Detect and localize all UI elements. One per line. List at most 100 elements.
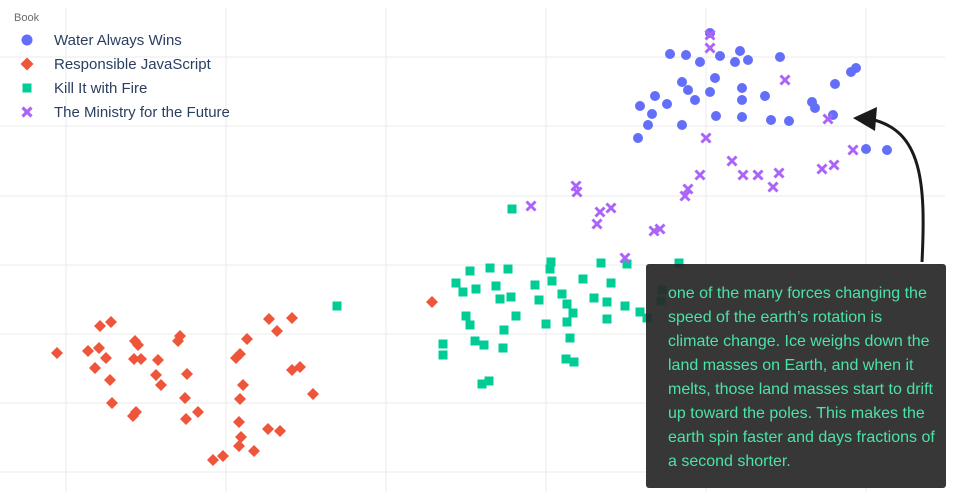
data-point[interactable] — [180, 413, 192, 425]
data-point[interactable] — [635, 307, 645, 317]
data-point[interactable] — [132, 339, 144, 351]
data-point[interactable] — [682, 183, 694, 195]
data-point[interactable] — [677, 120, 687, 130]
data-point[interactable] — [51, 347, 63, 359]
data-point[interactable] — [705, 87, 715, 97]
data-point[interactable] — [233, 416, 245, 428]
data-point[interactable] — [596, 258, 606, 268]
data-point[interactable] — [461, 311, 471, 321]
data-point[interactable] — [547, 276, 557, 286]
data-point[interactable] — [561, 354, 571, 364]
data-point[interactable] — [248, 445, 260, 457]
data-point[interactable] — [822, 113, 834, 125]
data-point[interactable] — [662, 99, 672, 109]
data-point[interactable] — [534, 295, 544, 305]
data-point[interactable] — [605, 202, 617, 214]
data-point[interactable] — [262, 423, 274, 435]
data-point[interactable] — [828, 159, 840, 171]
data-point[interactable] — [485, 263, 495, 273]
data-point[interactable] — [851, 63, 861, 73]
data-point[interactable] — [426, 296, 438, 308]
legend-item-water-always-wins[interactable]: Water Always Wins — [14, 28, 230, 52]
data-point[interactable] — [679, 190, 691, 202]
data-point[interactable] — [775, 52, 785, 62]
data-point[interactable] — [451, 278, 461, 288]
data-point[interactable] — [150, 369, 162, 381]
data-point[interactable] — [650, 91, 660, 101]
data-point[interactable] — [484, 376, 494, 386]
data-point[interactable] — [286, 364, 298, 376]
data-point[interactable] — [525, 200, 537, 212]
data-point[interactable] — [503, 264, 513, 274]
data-point[interactable] — [507, 204, 517, 214]
data-point[interactable] — [106, 397, 118, 409]
data-point[interactable] — [635, 101, 645, 111]
data-point[interactable] — [100, 352, 112, 364]
data-point[interactable] — [681, 50, 691, 60]
data-point[interactable] — [128, 353, 140, 365]
data-point[interactable] — [704, 29, 716, 41]
data-point[interactable] — [743, 55, 753, 65]
data-point[interactable] — [737, 95, 747, 105]
legend-item-ministry-for-the-future[interactable]: The Ministry for the Future — [14, 100, 230, 124]
data-point[interactable] — [479, 340, 489, 350]
data-point[interactable] — [737, 83, 747, 93]
data-point[interactable] — [633, 133, 643, 143]
data-point[interactable] — [602, 297, 612, 307]
data-point[interactable] — [726, 155, 738, 167]
data-point[interactable] — [760, 91, 770, 101]
data-point[interactable] — [694, 169, 706, 181]
data-point[interactable] — [882, 145, 892, 155]
data-point[interactable] — [241, 333, 253, 345]
data-point[interactable] — [332, 301, 342, 311]
data-point[interactable] — [715, 51, 725, 61]
data-point[interactable] — [571, 186, 583, 198]
data-point[interactable] — [541, 319, 551, 329]
data-point[interactable] — [155, 379, 167, 391]
data-point[interactable] — [589, 293, 599, 303]
data-point[interactable] — [779, 74, 791, 86]
data-point[interactable] — [207, 454, 219, 466]
data-point[interactable] — [152, 354, 164, 366]
data-point[interactable] — [477, 379, 487, 389]
data-point[interactable] — [234, 393, 246, 405]
data-point[interactable] — [263, 313, 275, 325]
data-point[interactable] — [591, 218, 603, 230]
data-point[interactable] — [546, 257, 556, 267]
data-point[interactable] — [511, 311, 521, 321]
data-point[interactable] — [82, 345, 94, 357]
data-point[interactable] — [643, 120, 653, 130]
data-point[interactable] — [498, 343, 508, 353]
data-point[interactable] — [565, 333, 575, 343]
data-point[interactable] — [179, 392, 191, 404]
data-point[interactable] — [695, 57, 705, 67]
data-point[interactable] — [495, 294, 505, 304]
data-point[interactable] — [530, 280, 540, 290]
legend-item-kill-it-with-fire[interactable]: Kill It with Fire — [14, 76, 230, 100]
data-point[interactable] — [93, 342, 105, 354]
data-point[interactable] — [861, 144, 871, 154]
data-point[interactable] — [737, 169, 749, 181]
data-point[interactable] — [465, 320, 475, 330]
data-point[interactable] — [568, 308, 578, 318]
data-point[interactable] — [491, 281, 501, 291]
data-point[interactable] — [286, 312, 298, 324]
data-point[interactable] — [767, 181, 779, 193]
data-point[interactable] — [233, 440, 245, 452]
data-point[interactable] — [471, 284, 481, 294]
data-point[interactable] — [766, 115, 776, 125]
data-point[interactable] — [735, 46, 745, 56]
data-point[interactable] — [737, 112, 747, 122]
data-point[interactable] — [104, 374, 116, 386]
data-point[interactable] — [619, 252, 631, 264]
data-point[interactable] — [683, 85, 693, 95]
data-point[interactable] — [465, 266, 475, 276]
data-point[interactable] — [271, 325, 283, 337]
data-point[interactable] — [710, 73, 720, 83]
data-point[interactable] — [557, 289, 567, 299]
data-point[interactable] — [690, 95, 700, 105]
data-point[interactable] — [192, 406, 204, 418]
data-point[interactable] — [562, 299, 572, 309]
data-point[interactable] — [677, 77, 687, 87]
data-point[interactable] — [235, 431, 247, 443]
